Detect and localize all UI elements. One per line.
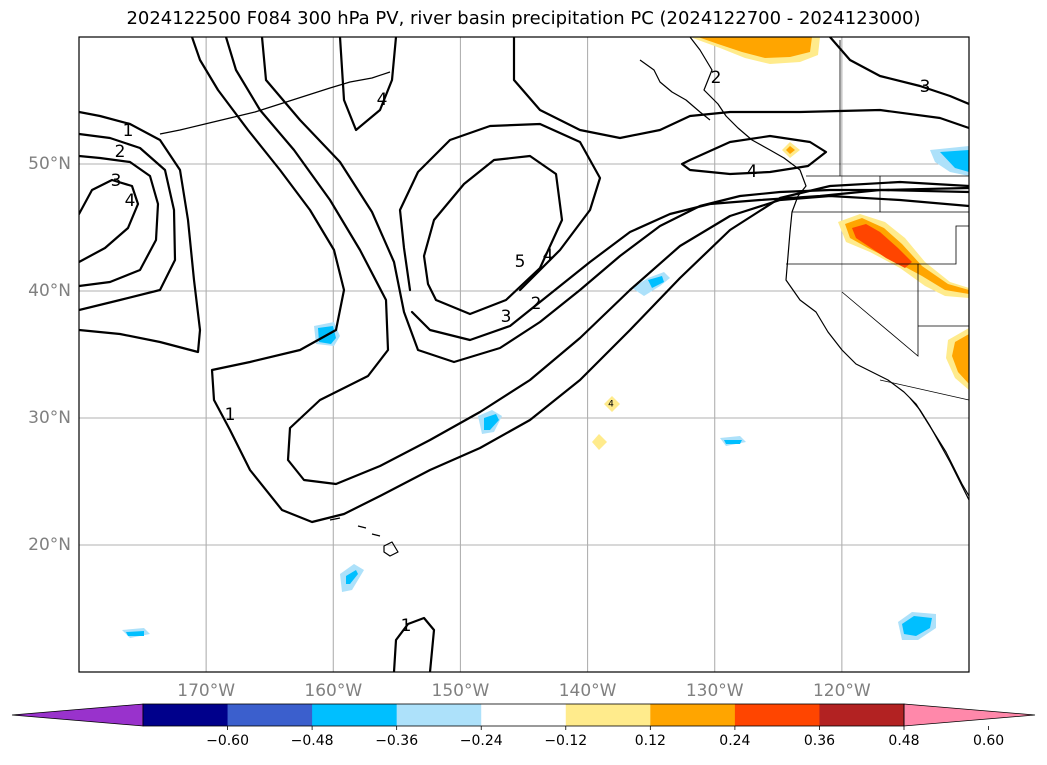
aleutian-islands (159, 71, 391, 135)
pv-contour-4-inner (398, 122, 602, 292)
colorbar-extend-high (903, 703, 1036, 727)
colorbar-segment (565, 704, 651, 726)
lon-tick-label: 140°W (559, 681, 617, 701)
pv-contour-4 (338, 37, 398, 132)
precip-shading (122, 37, 969, 640)
pv-contour-3-top (828, 37, 969, 106)
coastlines (159, 37, 969, 557)
pv-contour-label: 4 (747, 162, 758, 182)
pv-contour-5 (422, 154, 564, 316)
pv-contour-label: 2 (115, 142, 126, 162)
pv-contour-4 (79, 178, 140, 264)
lat-tick-label: 50°N (28, 154, 71, 174)
colorbar-segment (396, 704, 482, 726)
pv-contour-label: 3 (920, 77, 931, 97)
state-line (879, 379, 969, 401)
colorbar: −0.60 −0.48 −0.36 −0.24 −0.12 0.12 0.24 0.36 0.4… (11, 703, 1036, 749)
canada-islands (639, 59, 711, 121)
precip-negative-core (346, 570, 358, 584)
colorbar-segment (650, 704, 736, 726)
precip-negative-core (902, 616, 932, 636)
pv-contour-label: 3 (111, 171, 122, 191)
lon-tick-label: 160°W (304, 681, 362, 701)
colorbar-tick-label: 0.12 (635, 733, 666, 749)
pv-contour-4 (410, 186, 969, 342)
precip-strong-core (852, 224, 912, 268)
precip-positive-core (698, 37, 812, 58)
pv-contour-1 (190, 37, 969, 524)
latitude-labels: 50°N 40°N 30°N 20°N (28, 154, 71, 555)
colorbar-segment (312, 704, 398, 726)
lat-tick-label: 40°N (28, 281, 71, 301)
lon-tick-label: 170°W (177, 681, 235, 701)
precip-positive-core (952, 334, 969, 384)
colorbar-tick-label: 0.24 (719, 733, 750, 749)
precip-negative-core (648, 276, 664, 288)
state-borders (786, 40, 969, 401)
colorbar-tick-label: 0.60 (973, 733, 1004, 749)
precip-positive-area (592, 434, 607, 450)
pv-contour-label: 4 (543, 246, 554, 266)
colorbar-outline (142, 703, 905, 727)
colorbar-tick-label: −0.60 (206, 733, 249, 749)
colorbar-tick-label: 0.48 (888, 733, 919, 749)
colorbar-tick-label: −0.24 (460, 733, 503, 749)
pv-contours (79, 37, 969, 672)
pv-contour-3 (79, 154, 160, 288)
lon-tick-label: 120°W (813, 681, 871, 701)
pv-contour-2 (224, 37, 969, 486)
colorbar-segment (143, 704, 229, 726)
pv-contour-label: 2 (531, 294, 542, 314)
lon-tick-label: 150°W (432, 681, 490, 701)
pv-contour-label: 4 (377, 90, 388, 110)
pv-contour-3 (260, 37, 969, 364)
pv-contour-label: 2 (711, 68, 722, 88)
map-title: 2024122500 F084 300 hPa PV, river basin … (126, 8, 921, 29)
colorbar-segment (734, 704, 820, 726)
precip-negative-core (126, 631, 144, 636)
pv-contour-1-bottom (392, 616, 436, 672)
pv-contour-2-top (512, 37, 969, 140)
pv-contour-label: 3 (501, 307, 512, 327)
pv-contour-4-jet (680, 134, 828, 176)
state-line (786, 225, 969, 265)
colorbar-segment (481, 704, 567, 726)
precip-negative-core (940, 150, 969, 172)
precip-positive-core (786, 146, 795, 154)
precip-negative-core (724, 440, 742, 444)
colorbar-extend-low (11, 703, 144, 727)
pv-contour-label: 1 (123, 121, 134, 141)
colorbar-tick-label: −0.36 (375, 733, 418, 749)
pv-contour-labels: 1 2 3 4 5 4 3 2 1 1 4 3 2 4 4 (111, 68, 931, 636)
pv-contour-label: 5 (515, 252, 526, 272)
precip-negative-core (484, 414, 499, 430)
pv-contour-label: 1 (225, 405, 236, 425)
map-frame (78, 36, 970, 673)
baja-coast (909, 397, 969, 501)
longitude-labels: 170°W 160°W 150°W 140°W 130°W 120°W (177, 681, 871, 701)
colorbar-segment (819, 704, 905, 726)
colorbar-segment (227, 704, 313, 726)
hawaii (329, 517, 399, 557)
lon-tick-label: 130°W (686, 681, 744, 701)
pv-contour-label: 4 (125, 191, 136, 211)
lat-tick-label: 30°N (28, 408, 71, 428)
state-line (792, 176, 969, 213)
colorbar-tick-label: 0.36 (804, 733, 835, 749)
precip-positive-area (604, 396, 620, 412)
colorbar-tick-label: −0.12 (544, 733, 587, 749)
small-label: 4 (608, 400, 614, 410)
map-area (79, 37, 969, 672)
state-line (841, 264, 969, 357)
pv-contour-label: 1 (401, 616, 412, 636)
gridlines (79, 37, 969, 672)
colorbar-tick-label: −0.48 (291, 733, 334, 749)
pv-contour-2 (79, 132, 177, 312)
pv-contour-1 (79, 110, 202, 354)
lat-tick-label: 20°N (28, 535, 71, 555)
